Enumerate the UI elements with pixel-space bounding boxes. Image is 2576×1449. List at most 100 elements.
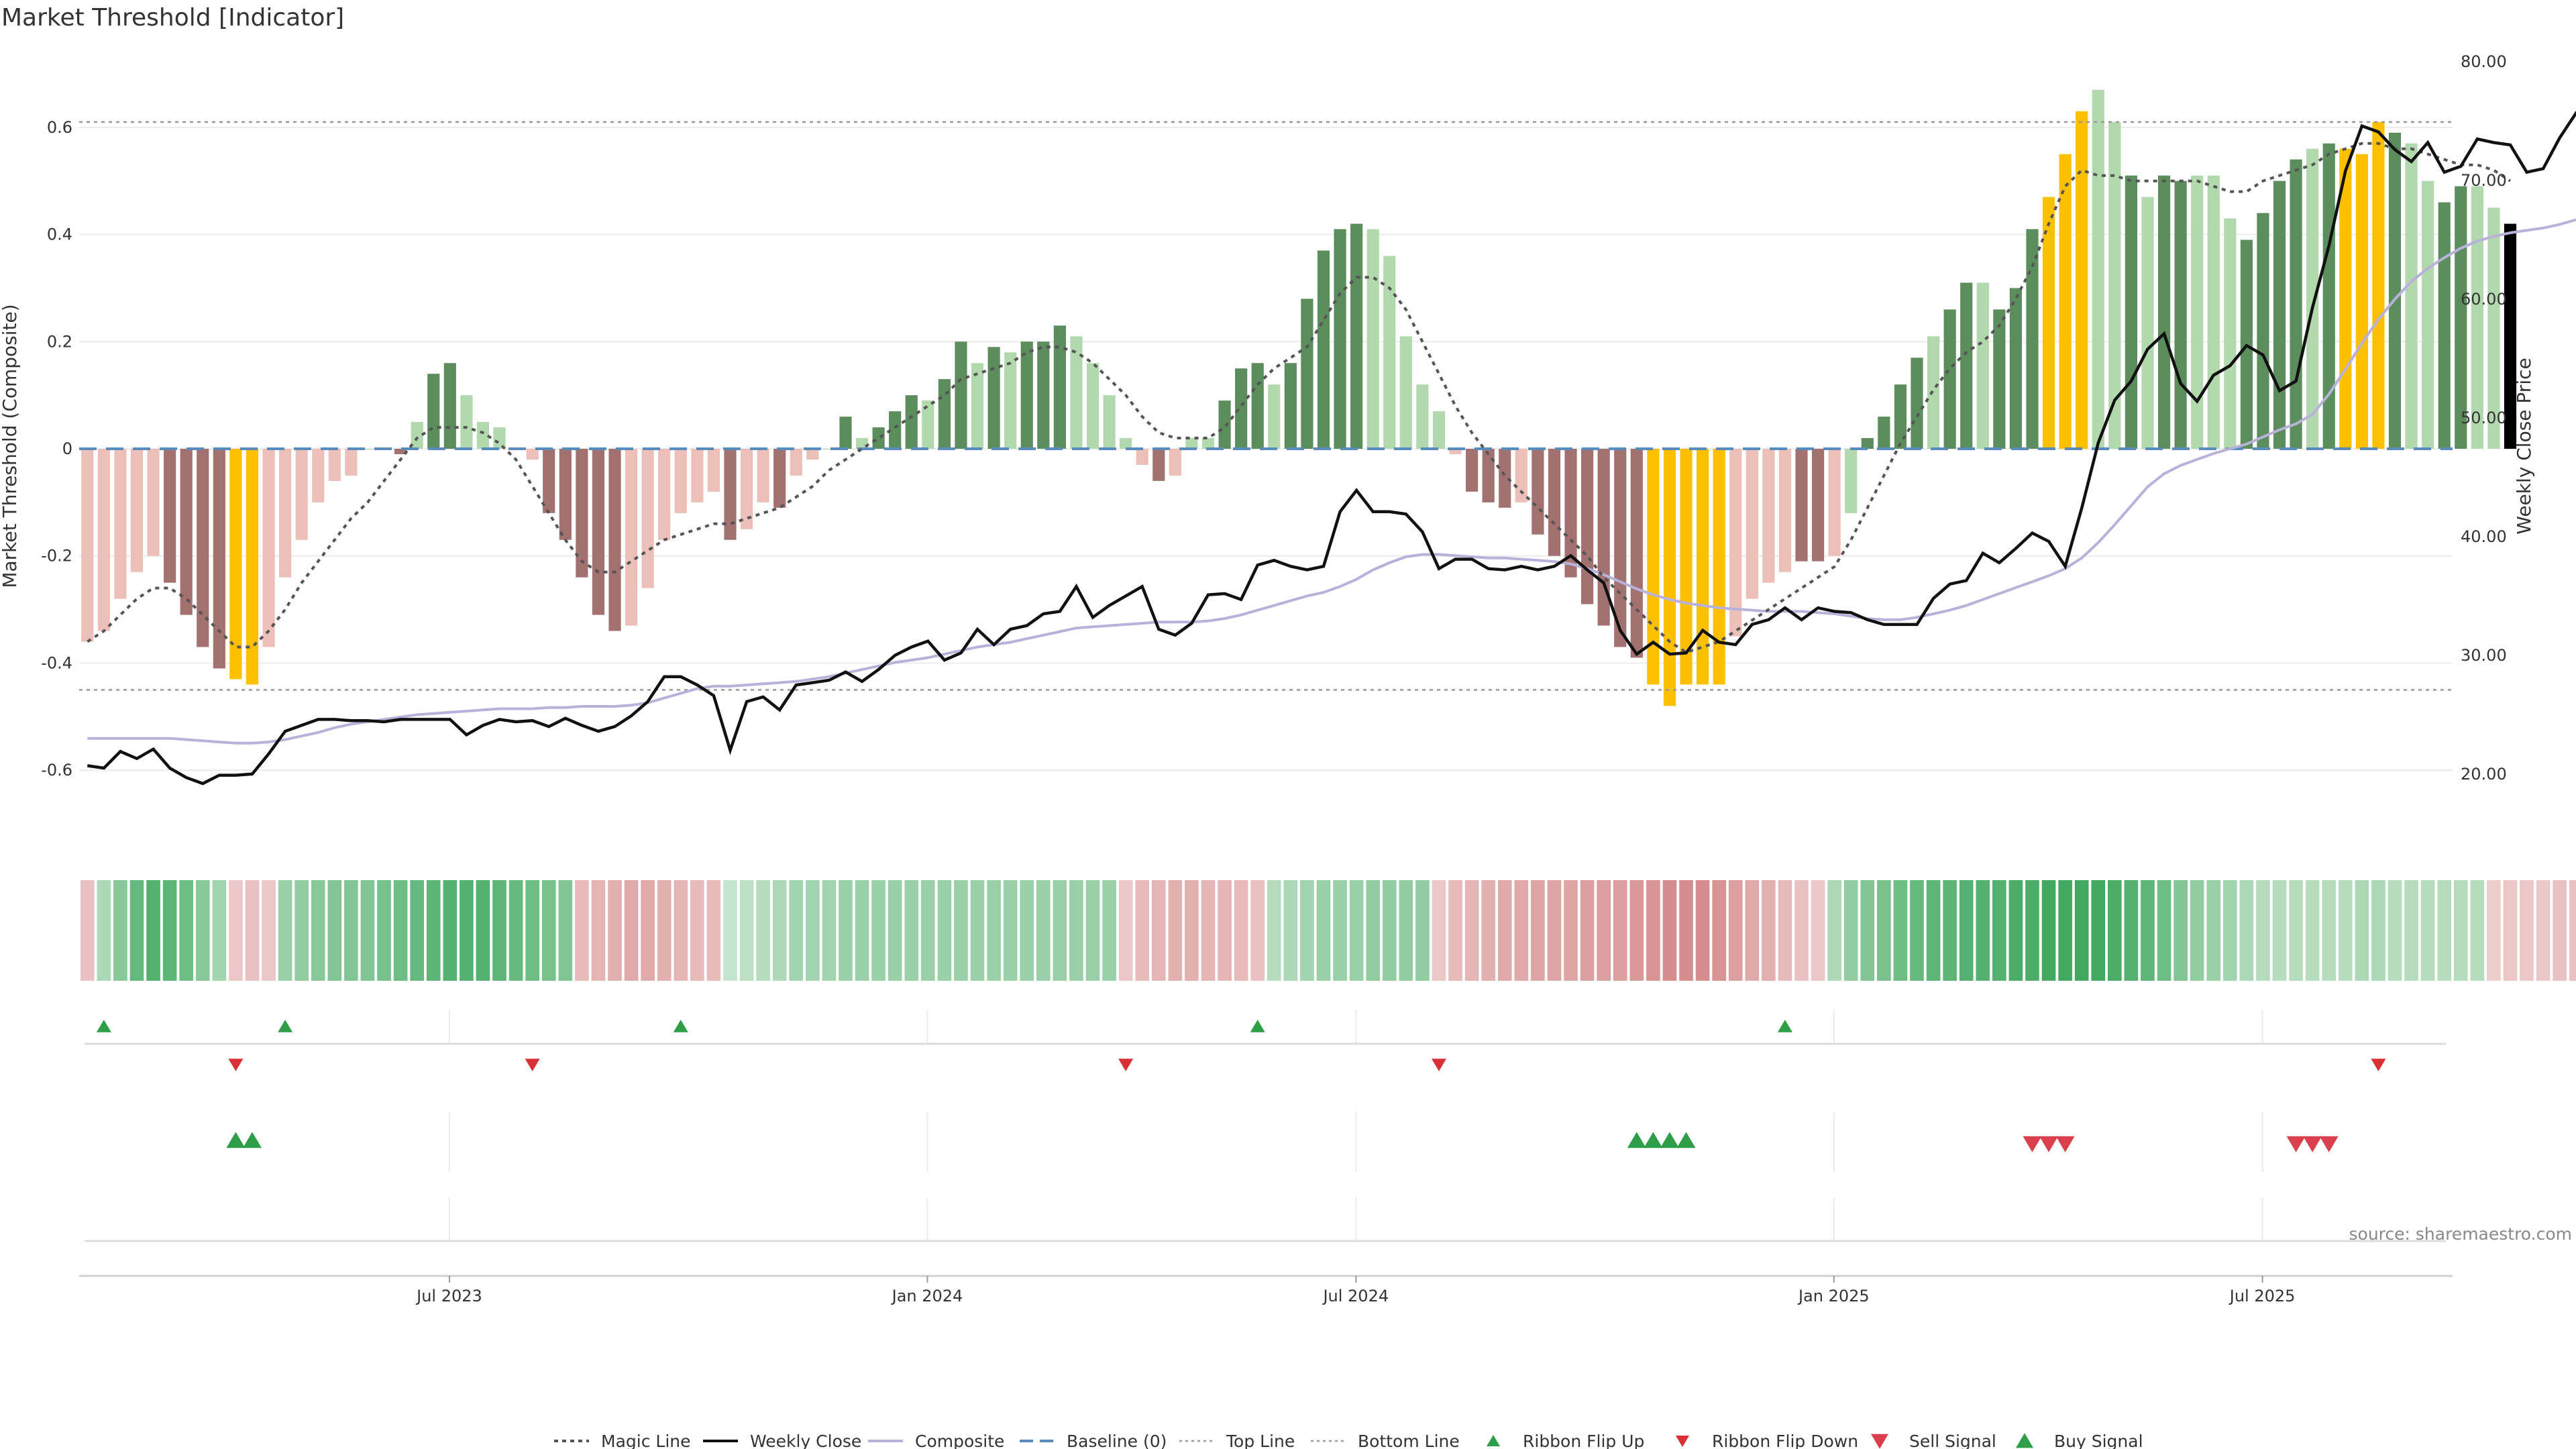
y-axis-ticks: -0.6 -0.4 -0.2 0 0.2 0.4 0.6 bbox=[41, 118, 72, 780]
ribbon-cell bbox=[97, 880, 111, 981]
series-lines bbox=[79, 111, 2576, 786]
ribbon-cell bbox=[1448, 880, 1462, 981]
legend-label: Baseline (0) bbox=[1067, 1432, 1167, 1449]
composite-bar bbox=[641, 449, 654, 588]
legend-label: Weekly Close bbox=[750, 1432, 861, 1449]
ribbon-cell bbox=[525, 880, 539, 981]
ribbon-cell bbox=[1580, 880, 1595, 981]
composite-bar bbox=[658, 449, 671, 540]
ribbon-cell bbox=[1712, 880, 1726, 981]
ribbon-cell bbox=[2487, 880, 2501, 981]
composite-bar bbox=[1911, 358, 1923, 449]
ribbon-cell bbox=[2338, 880, 2353, 981]
ribbon-cell bbox=[789, 880, 804, 981]
ribbon-cell bbox=[80, 880, 95, 981]
composite-bar bbox=[1284, 363, 1297, 449]
ribbon-flip-up-marker bbox=[673, 1020, 688, 1032]
ribbon-cell bbox=[2256, 880, 2270, 981]
ribbon-cell bbox=[2453, 880, 2468, 981]
ribbon-cell bbox=[492, 880, 506, 981]
composite-bar bbox=[2059, 154, 2072, 449]
ribbon-cell bbox=[1036, 880, 1051, 981]
composite-bar bbox=[740, 449, 753, 529]
composite-bar bbox=[922, 400, 934, 449]
composite-bar bbox=[97, 449, 110, 631]
composite-bar bbox=[2438, 202, 2451, 449]
ribbon-cell bbox=[294, 880, 309, 981]
sell-signal-marker bbox=[2319, 1136, 2339, 1152]
legend-swatch-triangle-up bbox=[2016, 1433, 2033, 1448]
sell-signal-marker bbox=[2023, 1136, 2042, 1152]
ribbon-cell bbox=[2387, 880, 2402, 981]
ribbon-flip-down-marker bbox=[228, 1059, 244, 1071]
buy-signal-marker bbox=[1676, 1132, 1696, 1148]
ribbon-cell bbox=[987, 880, 1001, 981]
y-tick-label: -0.6 bbox=[41, 761, 72, 780]
sell-signal-marker bbox=[2055, 1136, 2075, 1152]
ribbon-cell bbox=[2289, 880, 2303, 981]
sell-signal-marker bbox=[2303, 1136, 2322, 1152]
ribbon-cell bbox=[1728, 880, 1743, 981]
ribbon-cell bbox=[888, 880, 902, 981]
composite-bar bbox=[460, 395, 473, 449]
composite-bar bbox=[2355, 154, 2368, 449]
ribbon-cell bbox=[2174, 880, 2188, 981]
composite-bar bbox=[576, 449, 588, 578]
composite-bar bbox=[394, 449, 407, 454]
composite-bar bbox=[2388, 132, 2402, 449]
composite-bar bbox=[2273, 180, 2286, 449]
ribbon-cell bbox=[1218, 880, 1232, 981]
ribbon-cell bbox=[1300, 880, 1314, 981]
ribbon-cell bbox=[2404, 880, 2418, 981]
legend-label: Top Line bbox=[1226, 1432, 1295, 1449]
ribbon-flip-up-marker bbox=[96, 1020, 111, 1032]
ribbon-cell bbox=[508, 880, 523, 981]
ribbon-cell bbox=[113, 880, 127, 981]
composite-bar bbox=[2372, 121, 2385, 449]
composite-bar bbox=[1680, 449, 1693, 685]
composite-bar bbox=[411, 422, 423, 449]
ribbon-flip-up-marker bbox=[278, 1020, 293, 1032]
y-tick-label: 0 bbox=[62, 439, 72, 458]
composite-bar bbox=[2322, 143, 2335, 449]
ribbon-cell bbox=[2074, 880, 2089, 981]
composite-bar bbox=[1499, 449, 1511, 508]
ribbon-cell bbox=[2536, 880, 2551, 981]
ribbon-cell bbox=[2025, 880, 2039, 981]
ribbon-cell bbox=[1333, 880, 1347, 981]
ribbon-cell bbox=[2124, 880, 2139, 981]
ribbon-cell bbox=[2470, 880, 2485, 981]
ribbon-cell bbox=[1382, 880, 1397, 981]
ribbon-cell bbox=[1531, 880, 1545, 981]
composite-bar bbox=[938, 379, 951, 449]
y2-tick-label: 30.00 bbox=[2461, 646, 2507, 665]
ribbon-cell bbox=[179, 880, 194, 981]
composite-bar bbox=[1943, 309, 1956, 449]
composite-bar bbox=[1795, 449, 1808, 561]
composite-bar bbox=[1894, 384, 1907, 449]
ribbon-cell bbox=[2091, 880, 2106, 981]
ribbon-cell bbox=[2420, 880, 2435, 981]
ribbon-cell bbox=[2520, 880, 2534, 981]
ribbon-cell bbox=[1597, 880, 1611, 981]
ribbon-cell bbox=[2305, 880, 2320, 981]
ribbon-cell bbox=[311, 880, 325, 981]
ribbon-cell bbox=[1564, 880, 1578, 981]
composite-bar bbox=[790, 449, 802, 476]
composite-bar bbox=[1383, 256, 1396, 449]
composite-bar bbox=[443, 363, 456, 449]
signal-panels bbox=[79, 1010, 2453, 1277]
composite-bar bbox=[493, 427, 506, 449]
legend-swatch-small-triangle-down bbox=[1676, 1436, 1689, 1447]
ribbon-cell bbox=[1316, 880, 1331, 981]
composite-bar bbox=[1120, 438, 1132, 449]
ribbon-cell bbox=[871, 880, 885, 981]
legend-label: Buy Signal bbox=[2054, 1432, 2143, 1449]
ribbon-cell bbox=[327, 880, 342, 981]
ribbon-cell bbox=[839, 880, 853, 981]
ribbon-cell bbox=[1118, 880, 1133, 981]
ribbon-cell bbox=[2437, 880, 2452, 981]
composite-bar bbox=[1136, 449, 1148, 465]
composite-bar bbox=[674, 449, 687, 513]
ribbon-cell bbox=[162, 880, 177, 981]
